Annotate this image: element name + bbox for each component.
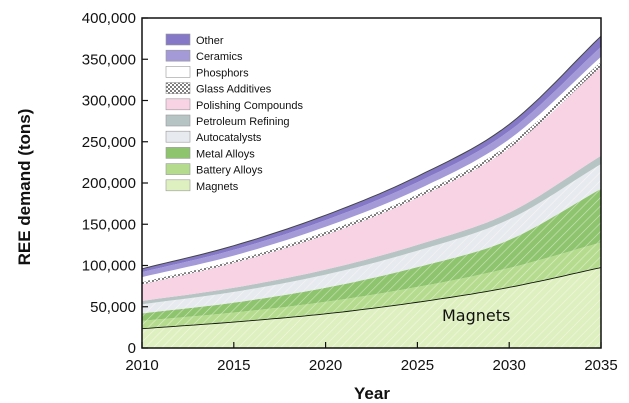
legend-label: Phosphors: [196, 67, 249, 79]
legend-item-ceramics: Ceramics: [165, 49, 243, 63]
legend-swatch: [165, 147, 191, 159]
x-tick-label: 2025: [401, 357, 434, 374]
legend-label: Metal Alloys: [196, 148, 255, 160]
y-tick-label: 400,000: [82, 10, 136, 27]
x-tick-label: 2030: [493, 357, 526, 374]
area-layers: [141, 35, 602, 348]
legend-item-other: Other: [165, 33, 224, 47]
legend-swatch: [165, 130, 191, 143]
legend-swatch: [165, 33, 191, 46]
legend-item-phosphors: Phosphors: [165, 66, 249, 79]
y-tick-label: 0: [128, 340, 136, 357]
y-tick-label: 200,000: [82, 175, 136, 192]
y-tick-label: 100,000: [82, 258, 136, 275]
total-boundary-line: [141, 35, 602, 270]
legend-label: Petroleum Refining: [196, 116, 290, 128]
y-tick-label: 250,000: [82, 134, 136, 151]
legend-swatch: [165, 98, 191, 111]
y-tick-label: 150,000: [82, 216, 136, 233]
legend-swatch: [165, 49, 191, 62]
area-hatch-magnets: [142, 267, 601, 348]
legend-label: Polishing Compounds: [196, 100, 304, 112]
legend-item-magnets: Magnets: [165, 179, 239, 193]
y-tick-label: 350,000: [82, 51, 136, 68]
legend-item-petroleum-refining: Petroleum Refining: [165, 114, 290, 128]
x-axis-ticks: 2010 2015 2020 2025 2030 2035: [125, 342, 618, 374]
legend-label: Autocatalysts: [196, 132, 262, 144]
area-hatch-battery-alloys: [142, 242, 601, 329]
legend-label: Ceramics: [196, 51, 243, 63]
legend-item-polishing-compounds: Polishing Compounds: [165, 98, 304, 112]
legend-item-metal-alloys: Metal Alloys: [165, 147, 255, 160]
magnets-annotation: Magnets: [442, 306, 510, 325]
legend-swatch: [165, 82, 191, 94]
legend-label: Battery Alloys: [196, 165, 263, 177]
area-hatch-metal-alloys: [142, 188, 601, 321]
x-tick-label: 2010: [125, 357, 158, 374]
area-hatch-autocatalysts: [142, 164, 601, 314]
x-tick-label: 2015: [217, 357, 250, 374]
legend-swatch: [165, 179, 191, 192]
y-tick-label: 50,000: [90, 299, 136, 316]
legend-item-battery-alloys: Battery Alloys: [165, 163, 263, 177]
legend-item-glass-additives: Glass Additives: [165, 82, 272, 96]
legend-label: Other: [196, 35, 224, 47]
legend-label: Glass Additives: [196, 84, 272, 96]
legend-item-autocatalysts: Autocatalysts: [165, 130, 262, 144]
legend: Other Ceramics Phosphors Glass Additives Pol…: [165, 33, 304, 193]
legend-swatch: [165, 114, 191, 127]
y-axis-ticks: 0 50,000 100,000 150,000 200,000 250,000 300,0…: [82, 10, 148, 357]
legend-swatch: [165, 163, 191, 175]
legend-swatch: [165, 66, 191, 78]
x-axis-title: Year: [354, 384, 390, 403]
area-polishing-compounds: [142, 66, 601, 301]
x-tick-label: 2020: [309, 357, 342, 374]
legend-label: Magnets: [196, 181, 239, 193]
y-tick-label: 300,000: [82, 93, 136, 110]
x-tick-label: 2035: [584, 357, 617, 374]
y-axis-title: REE demand (tons): [15, 109, 34, 266]
